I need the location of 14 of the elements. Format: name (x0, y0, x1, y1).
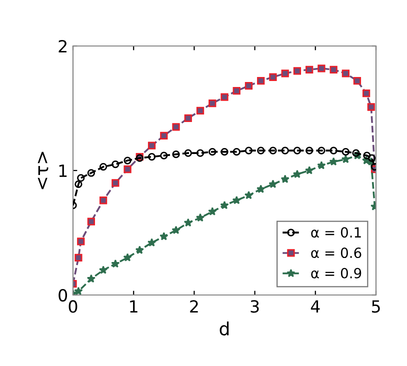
x-tick-label: 5 (372, 300, 380, 313)
x-tick-label: 0 (68, 300, 78, 313)
x-tick-label: 4 (310, 300, 320, 313)
x-axis-title: d (220, 322, 229, 336)
legend-label: α = 0.6 (311, 248, 362, 258)
x-tick-label: 1 (130, 300, 138, 313)
y-tick-label: 0 (58, 288, 68, 302)
y-axis-title: <τ> (38, 152, 48, 190)
y-tick-label: 2 (58, 40, 66, 52)
legend-label: α = 0.1 (311, 227, 361, 238)
legend-label: α = 0.9 (311, 268, 362, 278)
x-tick-label: 3 (250, 300, 259, 313)
y-tick-label: 1 (59, 164, 67, 177)
x-tick-label: 2 (190, 300, 198, 313)
